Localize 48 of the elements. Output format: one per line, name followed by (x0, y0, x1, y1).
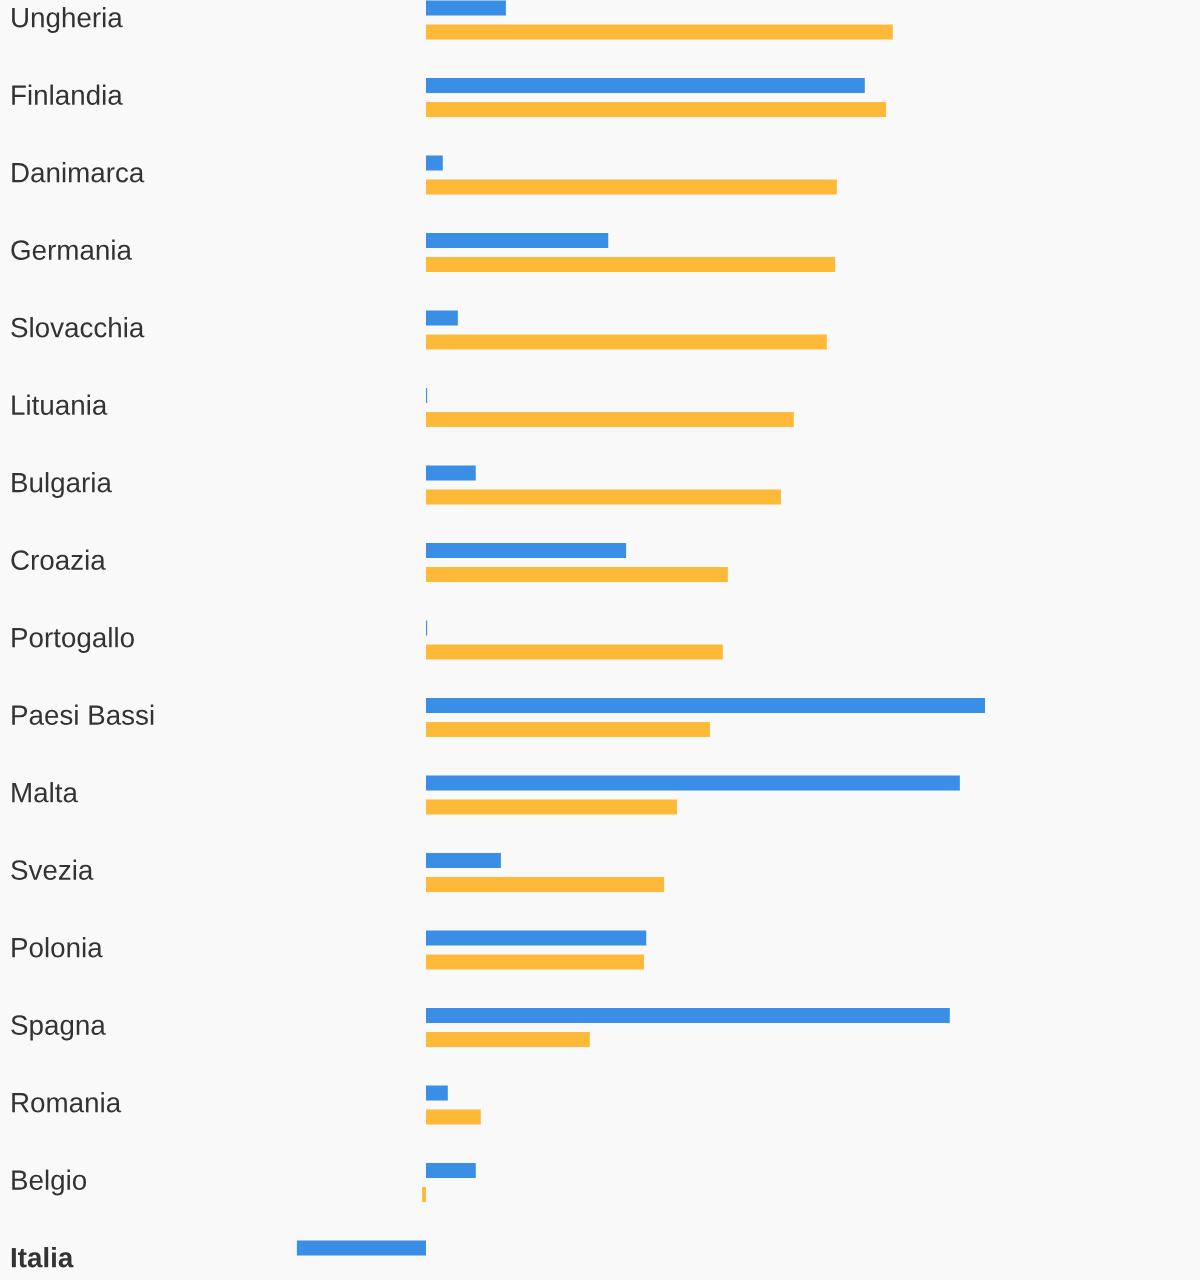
bar (426, 1109, 481, 1125)
y-tick-label: Spagna (11, 1015, 106, 1041)
y-tick-label: Croazia (11, 549, 106, 570)
bar (426, 24, 893, 40)
y-tick-label: Lituania (12, 394, 108, 415)
bar (296, 1240, 426, 1256)
bar (426, 799, 677, 815)
y-tick-label: Bulgaria (12, 472, 112, 498)
bar (426, 0, 506, 16)
bar (426, 1032, 590, 1047)
bar (426, 1163, 476, 1178)
bar (426, 853, 501, 868)
bar (426, 233, 609, 248)
y-tick-label: Belgio (12, 1169, 87, 1196)
y-tick-label: Italia (11, 1247, 74, 1268)
y-tick-label: Svezia (11, 859, 94, 880)
bar (426, 698, 985, 713)
bar (426, 1008, 950, 1023)
bar (426, 257, 836, 272)
bar (426, 78, 865, 93)
y-tick-label: Ungheria (12, 7, 123, 33)
bar (426, 465, 476, 481)
y-tick-label: Danimarca (12, 162, 145, 183)
bar (426, 644, 723, 660)
bar (426, 102, 887, 117)
y-tick-label: Germania (11, 239, 132, 260)
bar (426, 722, 710, 737)
y-tick-label: Polonia (12, 937, 103, 958)
bar (426, 334, 827, 350)
y-tick-label: Romania (12, 1092, 122, 1113)
y-tick-label: Paesi Bassi (12, 704, 154, 725)
bar (426, 489, 781, 505)
bar (426, 155, 443, 171)
bar (426, 567, 728, 582)
bar (426, 775, 960, 791)
bar (426, 1085, 448, 1101)
bar (426, 954, 645, 970)
y-tick-label: Slovacchia (11, 317, 145, 338)
bar (426, 877, 665, 892)
bar (426, 543, 627, 558)
bar (426, 310, 458, 326)
bar (426, 412, 794, 427)
bar (422, 1187, 426, 1202)
bar (426, 179, 837, 195)
y-tick-label: Malta (12, 782, 78, 803)
y-tick-label: Finlandia (12, 84, 123, 105)
y-tick-label: Portogallo (12, 627, 134, 653)
bar (426, 930, 647, 946)
